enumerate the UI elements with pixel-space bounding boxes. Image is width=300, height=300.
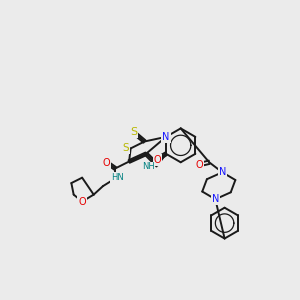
- Text: N: N: [212, 194, 219, 204]
- Text: S: S: [122, 143, 129, 153]
- Text: O: O: [78, 196, 86, 206]
- Text: N: N: [219, 167, 226, 177]
- Text: NH: NH: [142, 162, 155, 171]
- Text: S: S: [130, 127, 137, 137]
- Text: O: O: [154, 155, 161, 165]
- Text: HN: HN: [111, 173, 124, 182]
- Text: O: O: [195, 160, 203, 170]
- Text: N: N: [162, 132, 170, 142]
- Text: O: O: [102, 158, 110, 168]
